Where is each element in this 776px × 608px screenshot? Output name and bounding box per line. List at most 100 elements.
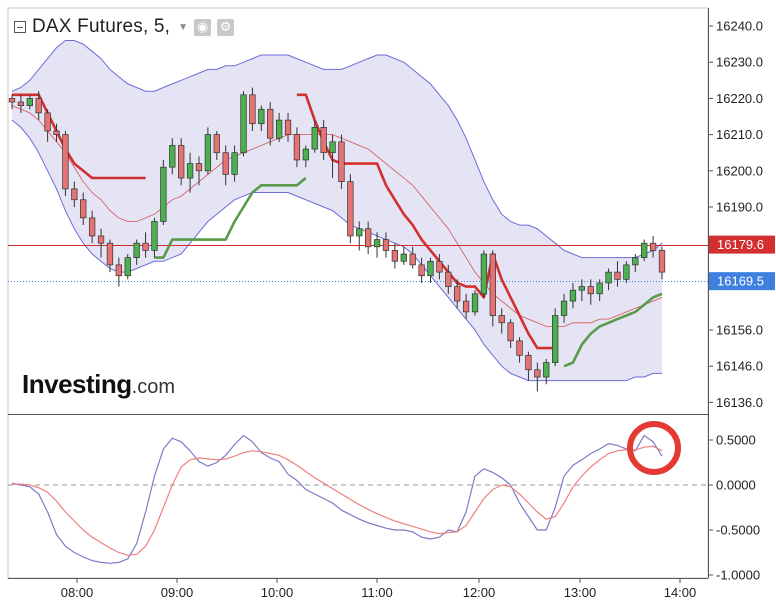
candle (44, 109, 51, 142)
candle (534, 362, 541, 392)
candle (347, 174, 354, 244)
candle-body (88, 217, 96, 237)
candle-body (35, 98, 42, 114)
candle-body (614, 271, 621, 280)
osc-tick-label: 0.5000 (716, 433, 756, 448)
price-tick-label: 16220.0 (716, 91, 763, 106)
price-line-label: 16169.5 (717, 274, 764, 289)
candle (293, 127, 301, 168)
candle (338, 134, 345, 189)
candle (186, 152, 194, 193)
candle-body (569, 289, 577, 302)
chart-title-bar: DAX Futures, 5, ▼ ◉ ⚙ (14, 16, 235, 38)
brand-suffix: .com (131, 376, 175, 398)
candle (71, 181, 78, 207)
candle-body (249, 94, 256, 125)
candle-body (320, 127, 327, 154)
collapse-icon[interactable] (14, 21, 26, 33)
candle (267, 102, 274, 146)
candle (462, 293, 470, 320)
candle (26, 94, 33, 110)
candle-body (641, 242, 648, 258)
candle (632, 254, 639, 273)
candle-body (267, 108, 274, 139)
candle-body (543, 362, 550, 378)
price-tick-label: 16190.0 (716, 200, 763, 215)
bollinger-band-fill (12, 40, 662, 381)
time-tick-label: 12:00 (463, 585, 496, 600)
time-tick-label: 13:00 (564, 585, 597, 600)
candle-body (560, 300, 568, 316)
candle (302, 145, 309, 168)
candle-body (649, 242, 657, 251)
candle (365, 221, 372, 255)
time-tick-label: 09:00 (161, 585, 194, 600)
candle (391, 243, 399, 269)
candle (53, 123, 60, 142)
candle (275, 112, 283, 142)
candle-body (516, 340, 523, 356)
candle (569, 282, 577, 309)
chevron-down-icon[interactable]: ▼ (178, 21, 189, 33)
candle (436, 254, 443, 280)
candle-body (534, 369, 541, 378)
candle-body (115, 264, 122, 277)
candle-body (578, 286, 586, 291)
price-tick-label: 16240.0 (716, 19, 763, 34)
candle-body (258, 108, 265, 125)
time-tick-label: 08:00 (61, 585, 94, 600)
candle-body (178, 145, 185, 179)
candle-body (365, 228, 372, 248)
candle (587, 279, 594, 305)
candle-body (17, 101, 25, 106)
candle-body (204, 134, 212, 172)
eye-icon[interactable]: ◉ (194, 18, 212, 36)
candle-body (356, 228, 363, 237)
candle-body (231, 152, 238, 175)
candle-body (480, 253, 488, 295)
candle-body (418, 264, 425, 277)
candle-body (409, 253, 416, 266)
candle (445, 264, 452, 294)
candle (400, 246, 407, 265)
candle-body (8, 98, 16, 103)
candle (382, 232, 390, 258)
candle-body (53, 130, 60, 135)
candle (169, 138, 176, 175)
candle-body (400, 253, 407, 262)
candle (427, 257, 434, 283)
candle-body (587, 286, 594, 295)
candle-body (160, 166, 167, 222)
candle-body (293, 134, 301, 161)
candle-body (133, 242, 140, 258)
candle (641, 239, 648, 262)
candle-body (632, 257, 639, 266)
candle-body (347, 181, 354, 237)
candle-body (284, 119, 292, 135)
oscillator-macd-line (11, 434, 663, 564)
candle (471, 290, 479, 316)
candle-body (124, 257, 131, 277)
candle (62, 130, 69, 197)
candle (489, 250, 496, 327)
green-trailing-stop-line (154, 176, 663, 368)
candle (614, 261, 621, 287)
candle-body (44, 112, 51, 132)
candle-body (275, 119, 283, 139)
candle-body (507, 322, 514, 342)
price-tick-label: 16210.0 (716, 127, 763, 142)
candle-body (240, 94, 247, 154)
candle (329, 134, 336, 179)
time-tick-label: 11:00 (361, 585, 393, 600)
price-pane (8, 40, 708, 392)
candle-body (97, 235, 105, 244)
candle (498, 308, 505, 334)
osc-tick-label: -0.5000 (716, 523, 760, 538)
candle-body (80, 199, 87, 219)
candle-body (302, 148, 309, 161)
candle (115, 257, 122, 287)
gear-icon[interactable]: ⚙ (217, 18, 235, 36)
candle (516, 337, 523, 363)
candle-body (525, 354, 532, 371)
